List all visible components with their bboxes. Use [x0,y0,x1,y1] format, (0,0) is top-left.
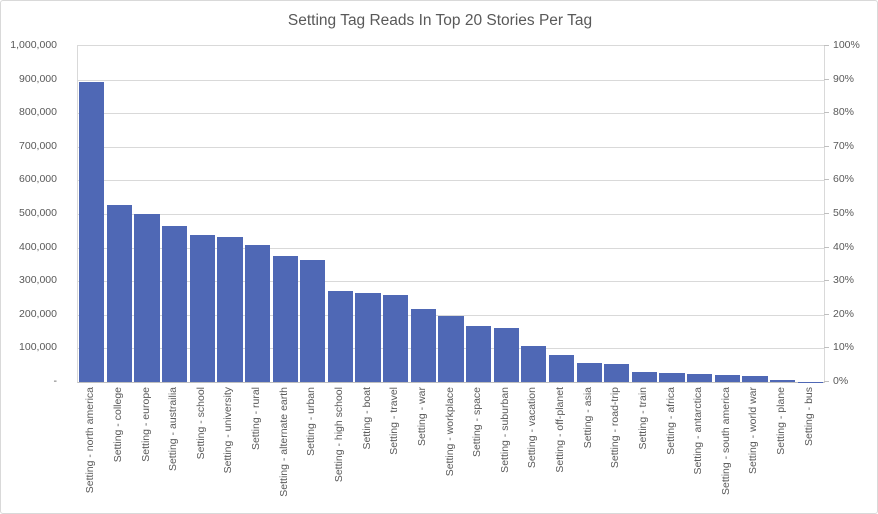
chart-title: Setting Tag Reads In Top 20 Stories Per … [287,12,593,29]
bar-setting-alternate-earth[interactable] [272,256,298,382]
left-axis-tick-label: 800,000 [19,106,57,119]
gridline [78,214,824,215]
bar-setting-high-school[interactable] [327,290,354,382]
right-axis-tick-mark [824,179,829,181]
left-axis-tick-label: 200,000 [19,307,57,320]
bar-setting-rural[interactable] [244,244,271,382]
gridline [78,314,824,316]
right-axis-tick-mark [824,313,829,315]
category-label-setting-university: Setting - university [222,387,235,474]
bar-setting-north-america[interactable] [79,81,105,382]
bar-setting-train[interactable] [631,372,657,382]
category-label-setting-school: Setting - school [194,387,207,460]
bar-setting-austrailia[interactable] [162,226,188,382]
right-axis-tick-mark [824,381,829,382]
right-axis-tick-mark [824,246,829,248]
category-label-setting-austrailia: Setting - austrailia [167,387,180,472]
bar-setting-war[interactable] [410,309,436,382]
bar-setting-vacation[interactable] [521,346,547,382]
plot-area [77,45,825,383]
gridline [78,113,824,115]
gridline [78,247,824,249]
category-label-setting-world-war: Setting - world war [747,387,760,474]
right-axis-tick-mark [824,280,829,282]
right-axis-tick-mark [824,213,829,214]
category-label-setting-high-school: Setting - high school [332,387,345,483]
category-label-setting-south-america: Setting - south america [719,387,732,495]
left-axis-tick-label: 900,000 [19,72,57,85]
right-axis-tick-label: 20% [833,307,855,320]
right-axis-tick-label: 0% [833,375,849,387]
category-label-setting-boat: Setting - boat [360,387,373,450]
bar-setting-space[interactable] [466,325,492,382]
right-axis-tick-mark [824,112,829,114]
bar-setting-plane[interactable] [769,380,796,382]
bar-setting-suburban[interactable] [493,327,519,382]
category-label-setting-europe: Setting - europe [139,387,152,462]
left-axis-tick-label: 1,000,000 [10,39,57,51]
category-label-setting-travel: Setting - travel [388,387,401,455]
right-axis-tick-label: 90% [833,72,855,85]
category-label-setting-workplace: Setting - workplace [443,387,456,477]
gridline [78,79,824,81]
category-label-setting-rural: Setting - rural [250,387,263,451]
category-label-setting-north-america: Setting - north america [84,387,97,494]
bar-setting-world-war[interactable] [742,375,768,382]
right-axis-tick-label: 80% [833,106,855,119]
category-label-setting-off-planet: Setting - off-planet [554,387,567,473]
category-label-setting-bus: Setting - bus [802,387,815,446]
bar-setting-south-america[interactable] [714,375,740,382]
left-axis-tick-label: 600,000 [19,173,57,186]
bar-setting-college[interactable] [106,204,133,382]
bar-setting-europe[interactable] [134,214,160,382]
bar-setting-workplace[interactable] [438,316,464,382]
bar-setting-africa[interactable] [659,372,685,382]
category-label-setting-alternate-earth: Setting - alternate earth [277,387,290,497]
category-label-setting-college: Setting - college [111,387,124,463]
category-label-setting-train: Setting - train [636,387,649,450]
bar-setting-bus[interactable] [797,381,823,382]
category-label-setting-war: Setting - war [415,387,428,446]
gridline [78,146,824,148]
left-axis-tick-label: 400,000 [19,240,57,253]
right-axis-tick-label: 100% [833,39,860,51]
category-label-setting-vacation: Setting - vacation [526,387,539,469]
left-axis-tick-label: - [53,375,58,387]
bar-setting-asia[interactable] [576,363,602,382]
right-axis-tick-label: 50% [833,207,855,219]
bar-setting-school[interactable] [189,235,215,382]
bar-setting-boat[interactable] [355,292,381,382]
bar-setting-road-trip[interactable] [604,364,630,382]
category-label-setting-space: Setting - space [471,387,484,458]
right-axis-tick-mark [824,78,829,80]
right-axis-tick-label: 70% [833,139,855,152]
left-axis-tick-label: 100,000 [19,341,57,354]
category-label-setting-asia: Setting - asia [581,387,594,449]
category-label-setting-plane: Setting - plane [775,387,788,455]
right-axis-tick-label: 30% [833,274,855,287]
category-label-setting-suburban: Setting - suburban [498,387,511,473]
category-label-setting-road-trip: Setting - road-trip [609,387,622,469]
bar-setting-antarctica[interactable] [687,374,713,382]
bar-setting-travel[interactable] [383,294,409,382]
right-axis-tick-mark [824,145,829,147]
left-axis-tick-label: 300,000 [19,274,57,287]
bar-setting-urban[interactable] [300,260,326,382]
bar-setting-off-planet[interactable] [548,355,575,382]
left-axis-tick-label: 700,000 [19,139,57,152]
right-axis-tick-label: 60% [833,173,855,186]
category-label-setting-urban: Setting - urban [305,387,318,456]
category-label-setting-antarctica: Setting - antarctica [692,387,705,475]
bar-setting-university[interactable] [217,236,243,382]
left-axis-tick-label: 500,000 [19,207,57,219]
category-label-setting-africa: Setting - africa [664,387,677,455]
right-axis-tick-label: 10% [833,341,855,354]
gridline [78,281,824,283]
gridline [78,180,824,182]
right-axis-tick-mark [824,45,829,46]
right-axis-tick-mark [824,347,829,349]
right-axis-tick-label: 40% [833,240,855,253]
